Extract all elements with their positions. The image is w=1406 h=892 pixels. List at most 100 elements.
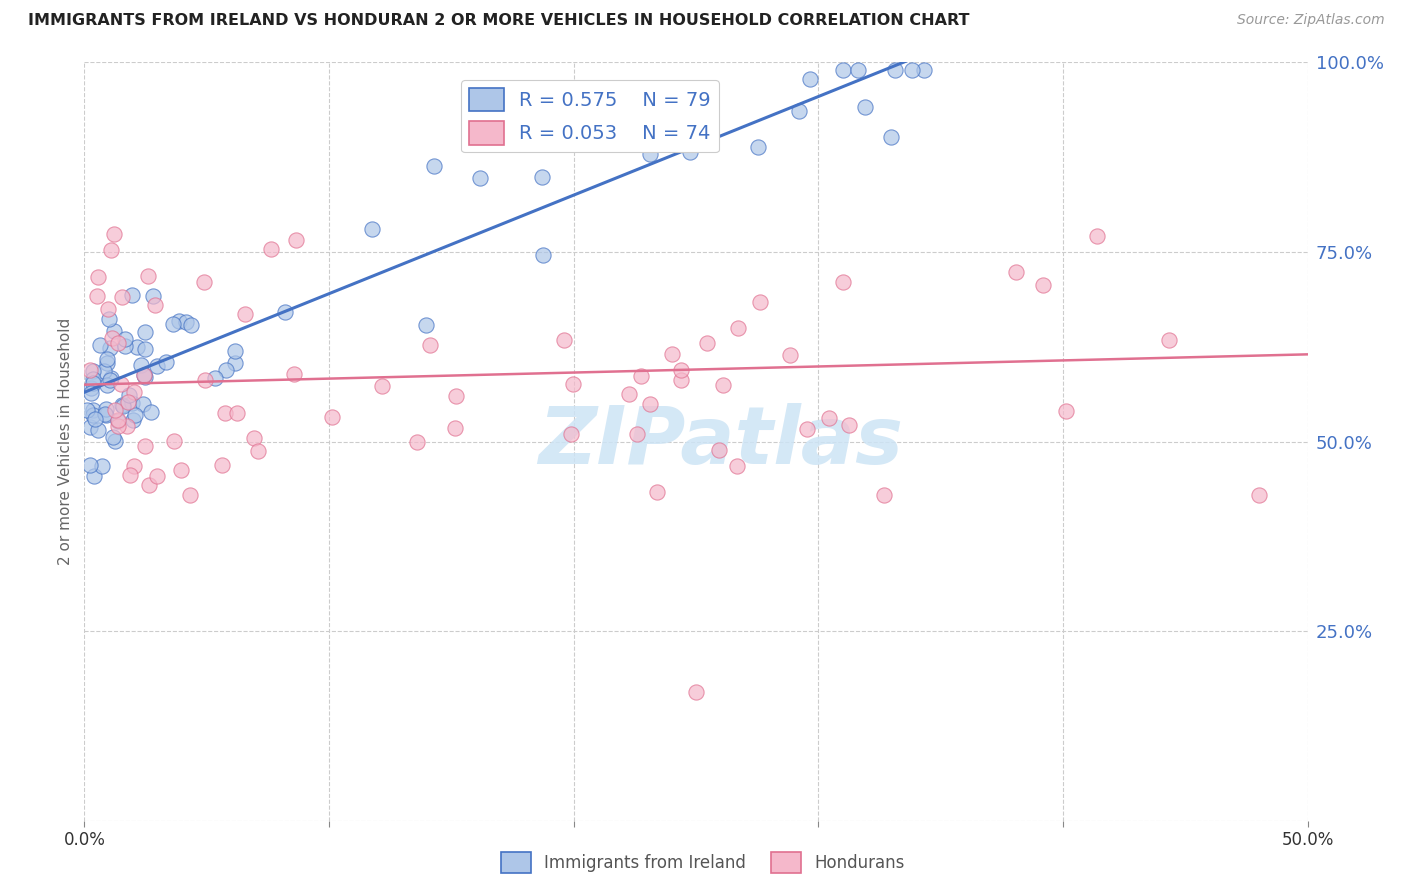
Point (553, 333, 575, 347)
Point (117, 395, 139, 409)
Point (107, 419, 129, 434)
Point (104, 434, 127, 449)
Point (111, 291, 134, 305)
Point (626, 427, 648, 442)
Point (93, 364, 115, 378)
Point (110, 376, 132, 391)
Point (98, 373, 121, 387)
Point (321, 409, 343, 424)
Point (82, 403, 104, 417)
Point (787, 103, 810, 118)
Point (132, 397, 155, 411)
Point (630, 368, 652, 383)
Point (100, 331, 122, 345)
Point (679, 145, 702, 160)
Point (117, 388, 139, 402)
Point (180, 318, 202, 332)
Point (82, 364, 104, 378)
Point (96, 301, 118, 316)
Point (94, 402, 117, 417)
Point (170, 463, 193, 477)
Point (799, 71, 821, 86)
Point (661, 347, 683, 361)
Point (560, 426, 582, 441)
Point (370, 379, 392, 393)
Point (82, 372, 104, 386)
Point (120, 468, 142, 483)
Point (273, 304, 295, 318)
Point (80, 381, 103, 395)
Point (138, 477, 160, 491)
Point (117, 418, 139, 433)
Point (179, 487, 201, 501)
Point (163, 434, 186, 449)
Point (727, 320, 749, 334)
Point (134, 439, 156, 453)
Point (224, 344, 246, 359)
Point (100, 243, 122, 257)
Point (747, 139, 769, 153)
Point (136, 269, 159, 284)
Point (125, 340, 148, 354)
Point (645, 485, 668, 500)
Point (96, 378, 118, 392)
Point (283, 367, 305, 381)
Point (96, 408, 118, 422)
Legend: R = 0.575    N = 79, R = 0.053    N = 74: R = 0.575 N = 79, R = 0.053 N = 74 (461, 79, 718, 153)
Point (243, 431, 266, 445)
Point (84, 412, 107, 426)
Point (97, 312, 120, 326)
Point (696, 336, 718, 351)
Point (779, 348, 801, 362)
Point (749, 294, 772, 309)
Point (880, 130, 903, 145)
Point (638, 396, 661, 410)
Point (146, 469, 169, 483)
Point (620, 136, 643, 151)
Point (103, 324, 125, 338)
Point (711, 377, 734, 392)
Point (707, 443, 730, 458)
Point (121, 288, 143, 302)
Point (419, 338, 441, 352)
Point (1247, 487, 1270, 501)
Point (444, 421, 467, 435)
Point (685, 685, 707, 699)
Point (121, 396, 143, 410)
Point (83, 468, 105, 483)
Point (692, 118, 714, 132)
Legend: Immigrants from Ireland, Hondurans: Immigrants from Ireland, Hondurans (495, 846, 911, 880)
Point (193, 275, 215, 289)
Point (122, 385, 145, 400)
Point (100, 370, 122, 384)
Text: Source: ZipAtlas.com: Source: ZipAtlas.com (1237, 13, 1385, 28)
Point (204, 371, 226, 385)
Point (134, 370, 156, 384)
Point (900, 62, 922, 77)
Point (82, 376, 104, 391)
Point (141, 405, 163, 419)
Point (129, 358, 152, 372)
Point (796, 422, 818, 436)
Point (86, 289, 108, 303)
Point (530, 170, 553, 185)
Point (86, 269, 108, 284)
Point (1005, 265, 1028, 279)
Point (619, 387, 641, 401)
Point (143, 298, 166, 312)
Point (94, 407, 117, 421)
Point (89, 338, 111, 352)
Point (142, 288, 165, 302)
Point (114, 339, 136, 353)
Point (226, 405, 249, 419)
Point (134, 343, 156, 357)
Point (194, 373, 217, 387)
Point (107, 335, 129, 350)
Point (638, 146, 661, 161)
Point (79, 419, 101, 434)
Point (214, 406, 236, 420)
Point (76, 402, 98, 417)
Point (96, 352, 118, 367)
Point (531, 248, 554, 262)
Point (211, 458, 233, 472)
